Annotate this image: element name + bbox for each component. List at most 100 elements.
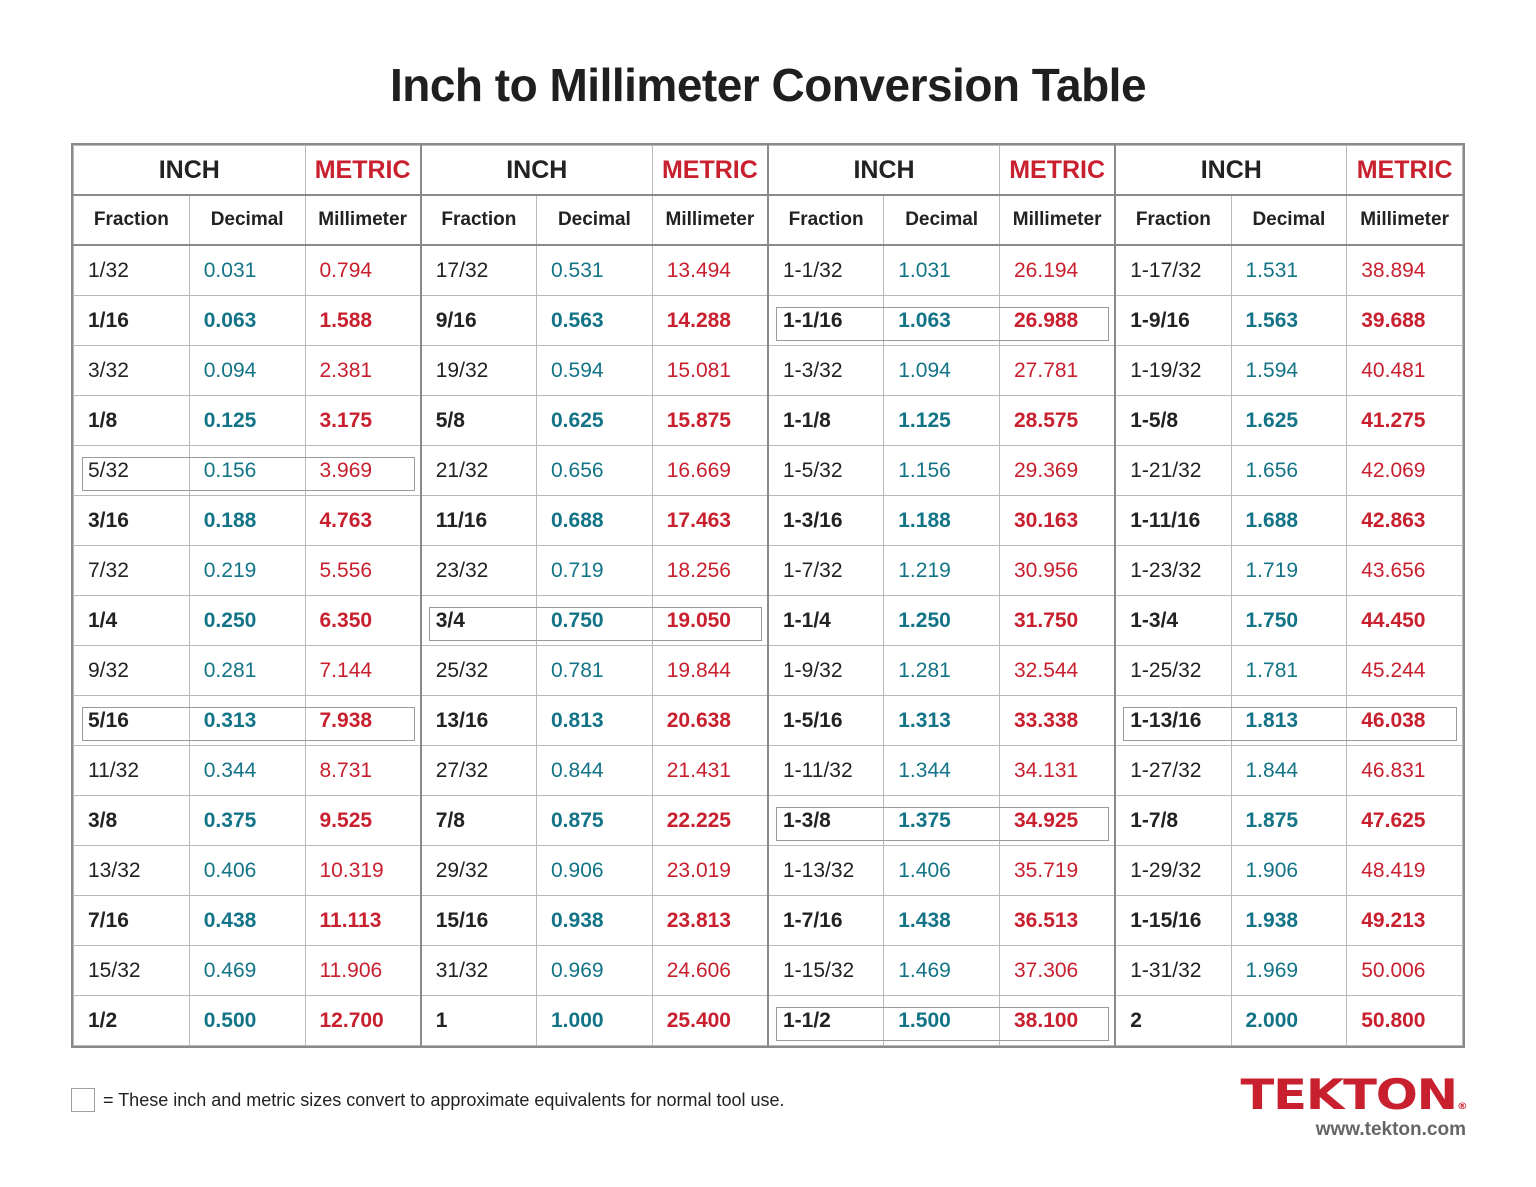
fraction-cell: 25/32 [420, 645, 537, 696]
decimal-cell: 0.219 [188, 545, 306, 596]
fraction-cell: 1-3/8 [767, 795, 885, 846]
millimeter-cell: 26.194 [999, 244, 1117, 296]
fraction-cell: 1/4 [73, 595, 190, 646]
decimal-cell: 1.875 [1230, 795, 1348, 846]
fraction-cell: 1-19/32 [1114, 345, 1232, 396]
fraction-cell: 7/32 [73, 545, 190, 596]
fraction-cell: 11/16 [420, 495, 537, 546]
millimeter-cell: 50.006 [1346, 945, 1463, 996]
inch-header: INCH [1114, 145, 1348, 196]
decimal-cell: 0.938 [536, 895, 653, 946]
header-row-columns: Fraction Decimal Millimeter Fraction Dec… [73, 194, 1463, 246]
millimeter-cell: 20.638 [651, 695, 769, 746]
decimal-cell: 1.500 [883, 995, 1000, 1046]
fraction-cell: 1/32 [73, 244, 190, 296]
page-title: Inch to Millimeter Conversion Table [389, 59, 1147, 111]
fraction-cell: 1-23/32 [1114, 545, 1232, 596]
header-row-groups: INCH METRIC INCH METRIC INCH METRIC INCH… [73, 145, 1463, 196]
millimeter-column-header: Millimeter [304, 194, 422, 246]
millimeter-cell: 8.731 [304, 745, 422, 796]
millimeter-cell: 21.431 [651, 745, 769, 796]
millimeter-cell: 2.381 [304, 345, 422, 396]
millimeter-cell: 10.319 [304, 845, 422, 896]
fraction-cell: 1-5/32 [767, 445, 885, 496]
millimeter-cell: 7.144 [304, 645, 422, 696]
fraction-cell: 2 [1114, 995, 1232, 1046]
metric-header: METRIC [304, 145, 422, 196]
table-body: 1/32 0.031 0.794 17/32 0.531 13.494 1-1/32 1.03… [73, 244, 1463, 1046]
decimal-cell: 0.531 [536, 244, 653, 296]
millimeter-cell: 48.419 [1346, 845, 1463, 896]
fraction-cell: 1-7/16 [767, 895, 885, 946]
fraction-cell: 1-1/32 [767, 244, 885, 296]
millimeter-cell: 41.275 [1346, 395, 1463, 446]
website-url: www.tekton.com [1315, 1119, 1466, 1140]
conversion-table: INCH METRIC INCH METRIC INCH METRIC INCH… [73, 145, 1463, 1046]
decimal-cell: 1.781 [1230, 645, 1348, 696]
decimal-cell: 1.750 [1230, 595, 1348, 646]
fraction-cell: 31/32 [420, 945, 537, 996]
table-row: 5/32 0.156 3.969 21/32 0.656 16.669 1-5/32 1.15… [73, 445, 1463, 496]
decimal-cell: 0.781 [536, 645, 653, 696]
fraction-cell: 1-1/16 [767, 295, 885, 346]
decimal-cell: 0.844 [536, 745, 653, 796]
millimeter-cell: 28.575 [999, 395, 1117, 446]
table-row: 3/32 0.094 2.381 19/32 0.594 15.081 1-3/32 1.09… [73, 345, 1463, 396]
fraction-cell: 1-9/32 [767, 645, 885, 696]
decimal-cell: 1.656 [1230, 445, 1348, 496]
millimeter-cell: 11.906 [304, 945, 422, 996]
table-row: 3/8 0.375 9.525 7/8 0.875 22.225 1-3/8 1.375 34.… [73, 795, 1463, 846]
millimeter-cell: 29.369 [999, 445, 1117, 496]
millimeter-cell: 44.450 [1346, 595, 1463, 646]
legend-text: = These inch and metric sizes convert to… [103, 1089, 785, 1110]
decimal-cell: 0.094 [188, 345, 306, 396]
conversion-table-container: INCH METRIC INCH METRIC INCH METRIC INCH… [71, 143, 1465, 1048]
decimal-cell: 0.031 [188, 244, 306, 296]
millimeter-cell: 35.719 [999, 845, 1117, 896]
decimal-cell: 0.688 [536, 495, 653, 546]
table-row: 1/2 0.500 12.700 1 1.000 25.400 1-1/2 1.500 38.1… [73, 995, 1463, 1046]
decimal-cell: 1.531 [1230, 244, 1348, 296]
metric-header: METRIC [1346, 145, 1463, 196]
fraction-cell: 23/32 [420, 545, 537, 596]
decimal-cell: 1.219 [883, 545, 1000, 596]
fraction-cell: 1/16 [73, 295, 190, 346]
table-row: 15/32 0.469 11.906 31/32 0.969 24.606 1-15/32 1… [73, 945, 1463, 996]
decimal-cell: 0.625 [536, 395, 653, 446]
millimeter-cell: 34.925 [999, 795, 1117, 846]
fraction-cell: 1-17/32 [1114, 244, 1232, 296]
decimal-cell: 1.719 [1230, 545, 1348, 596]
decimal-cell: 1.031 [883, 244, 1000, 296]
decimal-cell: 0.719 [536, 545, 653, 596]
decimal-column-header: Decimal [1230, 194, 1348, 246]
fraction-cell: 1-11/16 [1114, 495, 1232, 546]
decimal-cell: 1.594 [1230, 345, 1348, 396]
fraction-cell: 1-11/32 [767, 745, 885, 796]
millimeter-column-header: Millimeter [1346, 194, 1463, 246]
fraction-cell: 1-31/32 [1114, 945, 1232, 996]
millimeter-cell: 34.131 [999, 745, 1117, 796]
decimal-cell: 1.938 [1230, 895, 1348, 946]
millimeter-cell: 31.750 [999, 595, 1117, 646]
millimeter-cell: 17.463 [651, 495, 769, 546]
tekton-logo: TEKTON® [1240, 1070, 1467, 1119]
millimeter-cell: 7.938 [304, 695, 422, 746]
decimal-cell: 0.125 [188, 395, 306, 446]
metric-header: METRIC [651, 145, 769, 196]
fraction-cell: 1-21/32 [1114, 445, 1232, 496]
millimeter-cell: 12.700 [304, 995, 422, 1046]
decimal-column-header: Decimal [536, 194, 653, 246]
fraction-cell: 1-1/8 [767, 395, 885, 446]
fraction-cell: 27/32 [420, 745, 537, 796]
decimal-cell: 1.438 [883, 895, 1000, 946]
fraction-cell: 19/32 [420, 345, 537, 396]
decimal-cell: 1.625 [1230, 395, 1348, 446]
fraction-cell: 3/32 [73, 345, 190, 396]
decimal-cell: 1.844 [1230, 745, 1348, 796]
millimeter-cell: 3.969 [304, 445, 422, 496]
fraction-cell: 1-3/16 [767, 495, 885, 546]
fraction-cell: 1/8 [73, 395, 190, 446]
fraction-cell: 21/32 [420, 445, 537, 496]
millimeter-cell: 11.113 [304, 895, 422, 946]
millimeter-cell: 27.781 [999, 345, 1117, 396]
